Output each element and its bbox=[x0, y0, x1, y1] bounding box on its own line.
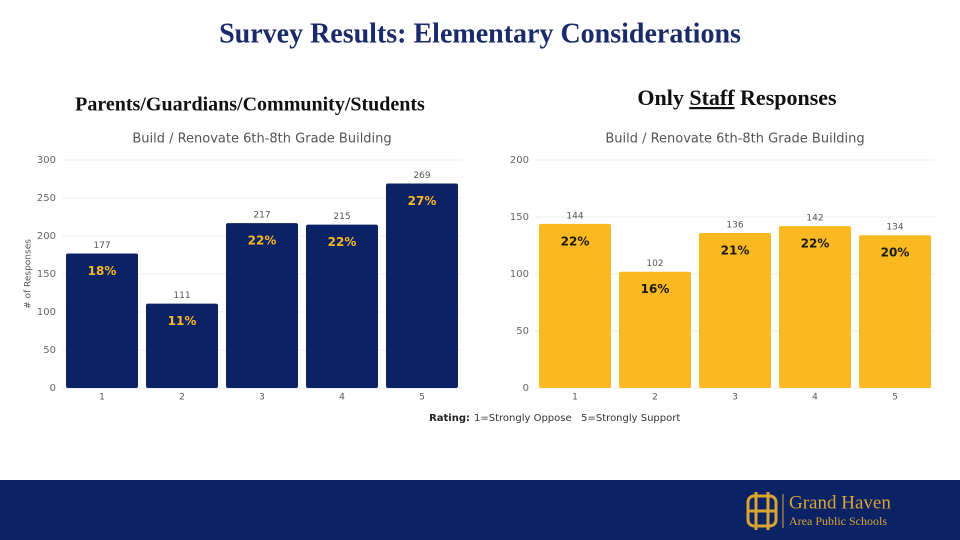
rating-text: 1=Strongly Oppose 5=Strongly Support bbox=[474, 413, 680, 424]
percent-label: 16% bbox=[641, 282, 670, 296]
y-tick-label: 150 bbox=[510, 212, 529, 223]
y-tick-label: 100 bbox=[37, 307, 56, 318]
x-tick-label: 1 bbox=[572, 393, 578, 403]
percent-label: 21% bbox=[721, 243, 750, 257]
bar bbox=[386, 183, 458, 388]
y-tick-label: 0 bbox=[523, 383, 529, 394]
percent-label: 20% bbox=[881, 246, 910, 260]
x-tick-label: 5 bbox=[892, 393, 898, 403]
value-label: 136 bbox=[726, 220, 743, 230]
percent-label: 22% bbox=[328, 235, 357, 249]
value-label: 177 bbox=[93, 241, 110, 251]
logo-name: Grand Haven bbox=[789, 492, 891, 513]
bar bbox=[66, 253, 138, 388]
value-label: 144 bbox=[566, 211, 583, 221]
y-tick-label: 150 bbox=[37, 269, 56, 280]
chart-heading: Parents/Guardians/Community/Students bbox=[75, 94, 425, 116]
x-tick-label: 4 bbox=[812, 393, 818, 403]
percent-label: 22% bbox=[561, 234, 590, 248]
value-label: 134 bbox=[886, 223, 903, 233]
bar bbox=[699, 232, 771, 388]
bar bbox=[226, 223, 298, 388]
x-tick-label: 4 bbox=[339, 393, 345, 403]
y-tick-label: 50 bbox=[43, 345, 56, 356]
value-label: 215 bbox=[333, 212, 350, 222]
bar bbox=[539, 223, 611, 388]
value-label: 217 bbox=[253, 211, 270, 221]
heading-part: Only bbox=[637, 85, 689, 110]
chart-title: Build / Renovate 6th-8th Grade Building bbox=[605, 132, 864, 147]
heading-part: Responses bbox=[735, 85, 838, 110]
value-label: 269 bbox=[413, 171, 430, 181]
rating-label: Rating: bbox=[429, 413, 470, 424]
footer-bar bbox=[0, 480, 960, 540]
logo-icon bbox=[746, 492, 778, 530]
y-tick-label: 100 bbox=[510, 269, 529, 280]
chart-heading: Only Staff Responses bbox=[637, 85, 837, 110]
y-tick-label: 50 bbox=[516, 326, 529, 337]
value-label: 111 bbox=[173, 291, 190, 301]
bar bbox=[859, 235, 931, 388]
bar bbox=[306, 224, 378, 388]
y-tick-label: 200 bbox=[510, 155, 529, 166]
percent-label: 22% bbox=[801, 237, 830, 251]
logo-sub: Area Public Schools bbox=[789, 514, 887, 528]
chart-title: Build / Renovate 6th-8th Grade Building bbox=[132, 132, 391, 147]
heading-part: Staff bbox=[689, 85, 735, 110]
x-tick-label: 2 bbox=[179, 393, 185, 403]
y-tick-label: 0 bbox=[50, 383, 56, 394]
x-tick-label: 3 bbox=[732, 393, 738, 403]
bar bbox=[146, 303, 218, 388]
value-label: 142 bbox=[806, 214, 823, 224]
percent-label: 22% bbox=[248, 234, 277, 248]
slide-title: Survey Results: Elementary Consideration… bbox=[219, 18, 741, 49]
bar bbox=[779, 226, 851, 388]
percent-label: 27% bbox=[408, 194, 437, 208]
value-label: 102 bbox=[646, 259, 663, 269]
x-tick-label: 2 bbox=[652, 393, 658, 403]
x-tick-label: 3 bbox=[259, 393, 265, 403]
y-tick-label: 300 bbox=[37, 155, 56, 166]
percent-label: 18% bbox=[88, 264, 117, 278]
percent-label: 11% bbox=[168, 314, 197, 328]
y-axis-label: # of Responses bbox=[24, 239, 34, 309]
y-tick-label: 200 bbox=[37, 231, 56, 242]
x-tick-label: 1 bbox=[99, 393, 105, 403]
bar bbox=[619, 271, 691, 388]
x-tick-label: 5 bbox=[419, 393, 425, 403]
y-tick-label: 250 bbox=[37, 193, 56, 204]
